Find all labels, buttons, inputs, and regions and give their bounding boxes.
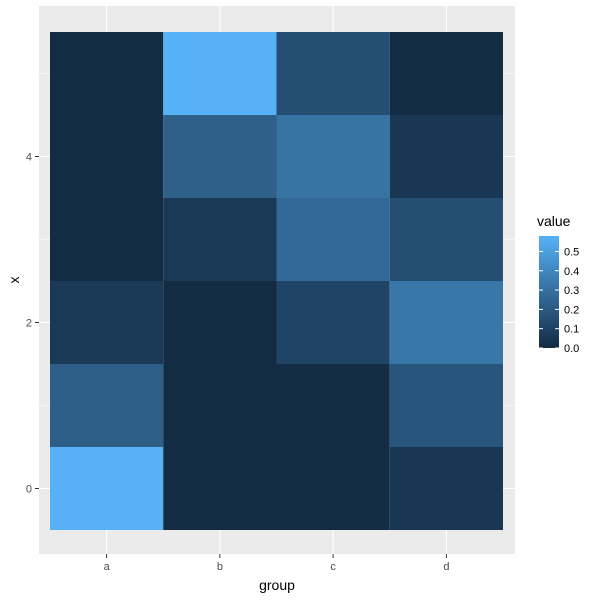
heatmap-cell-a-2 (50, 281, 164, 364)
heatmap-cell-c-3 (276, 198, 390, 281)
heatmap-cell-d-2 (389, 281, 503, 364)
legend-colorbar (539, 236, 559, 348)
legend-title: value (537, 213, 571, 229)
heatmap-cell-d-3 (389, 198, 503, 281)
y-tick-label: 0 (26, 484, 32, 496)
y-axis-title: x (6, 277, 22, 284)
heatmap-cell-b-1 (163, 364, 277, 447)
x-axis-ticks: a b c d (104, 554, 449, 573)
heatmap-cell-d-4 (389, 115, 503, 198)
heatmap-cell-a-0 (50, 447, 164, 530)
legend-ticks: 0.0 0.1 0.2 0.3 0.4 0.5 (539, 246, 579, 355)
heatmap-cell-a-3 (50, 198, 164, 281)
x-axis-title: group (259, 577, 295, 593)
heatmap-cell-d-5 (389, 32, 503, 115)
heatmap-cell-b-0 (163, 447, 277, 530)
heatmap-cell-c-5 (276, 32, 390, 115)
heatmap-cell-d-1 (389, 364, 503, 447)
legend-label: 0.3 (564, 285, 579, 297)
heatmap-cells (50, 32, 503, 530)
heatmap-cell-b-4 (163, 115, 277, 198)
x-tick-label: b (217, 561, 223, 573)
legend-label: 0.0 (564, 343, 579, 355)
heatmap-cell-c-0 (276, 447, 390, 530)
y-axis-ticks: 0 2 4 (26, 152, 39, 496)
legend-label: 0.2 (564, 304, 579, 316)
y-tick-label: 2 (26, 318, 32, 330)
legend-label: 0.4 (564, 266, 579, 278)
x-tick-label: a (104, 561, 111, 573)
heatmap-cell-b-5 (163, 32, 277, 115)
x-tick-label: d (443, 561, 449, 573)
legend-label: 0.5 (564, 246, 579, 258)
heatmap-cell-c-2 (276, 281, 390, 364)
legend: value 0.0 0.1 0.2 0.3 0.4 0.5 (537, 213, 579, 355)
y-tick-label: 4 (26, 152, 32, 164)
heatmap-cell-c-1 (276, 364, 390, 447)
heatmap-cell-b-3 (163, 198, 277, 281)
heatmap-cell-b-2 (163, 281, 277, 364)
heatmap-cell-d-0 (389, 447, 503, 530)
x-tick-label: c (330, 561, 336, 573)
heatmap-cell-a-1 (50, 364, 164, 447)
heatmap-cell-a-4 (50, 115, 164, 198)
heatmap-cell-a-5 (50, 32, 164, 115)
heatmap-cell-c-4 (276, 115, 390, 198)
legend-label: 0.1 (564, 324, 579, 336)
